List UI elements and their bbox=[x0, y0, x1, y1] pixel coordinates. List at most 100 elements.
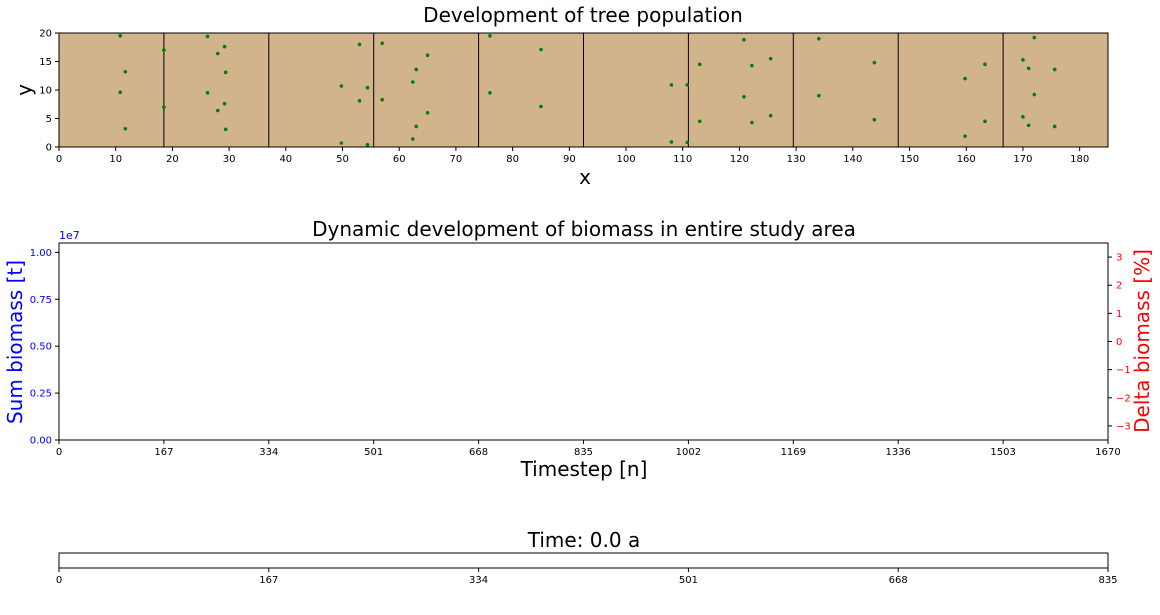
tree-point bbox=[963, 76, 967, 81]
x-tick-label: 0 bbox=[56, 575, 62, 586]
tree-point bbox=[669, 83, 674, 87]
tree-point bbox=[488, 91, 492, 95]
tree-point bbox=[411, 80, 415, 84]
tree-point bbox=[215, 108, 220, 113]
tree-point bbox=[983, 62, 987, 67]
patch-boundaries bbox=[163, 33, 1004, 147]
right-y-tick-label: −3 bbox=[1116, 421, 1131, 432]
plot-frame bbox=[58, 552, 1109, 569]
tree-point bbox=[357, 99, 362, 103]
x-tick-label: 1002 bbox=[676, 447, 701, 458]
y-axis-ticks: 0 5 10 15 20 bbox=[39, 29, 59, 154]
right-y-axis-label: Delta biomass [%] bbox=[1130, 249, 1154, 433]
tree-point bbox=[162, 48, 166, 52]
tree-points bbox=[118, 34, 1057, 147]
tree-point bbox=[750, 120, 754, 125]
right-y-tick-label: 2 bbox=[1116, 281, 1122, 292]
tree-point bbox=[162, 105, 166, 109]
x-tick-label: 60 bbox=[393, 154, 406, 165]
tree-point bbox=[425, 111, 430, 115]
x-tick-label: 120 bbox=[730, 154, 749, 165]
y-tick-label: 0 bbox=[46, 143, 52, 154]
right-y-tick-label: 3 bbox=[1116, 253, 1122, 264]
y-tick-label: 0.00 bbox=[30, 436, 52, 447]
x-tick-label: 10 bbox=[109, 154, 122, 165]
x-tick-label: 80 bbox=[506, 154, 519, 165]
y-axis-label: y bbox=[12, 84, 36, 96]
tree-point bbox=[1026, 123, 1031, 128]
tree-point bbox=[742, 38, 746, 42]
scale-multiplier: 1e7 bbox=[59, 229, 80, 242]
tree-point bbox=[123, 69, 128, 74]
biomass-chart: Dynamic development of biomass in entire… bbox=[3, 217, 1154, 481]
time-progress-chart: Time: 0.0 a 0 167 334 501 668 835 bbox=[56, 528, 1118, 586]
y-tick-label: 0.75 bbox=[30, 295, 52, 306]
x-tick-label: 170 bbox=[1013, 154, 1032, 165]
x-axis-label: Timestep [n] bbox=[520, 457, 648, 481]
x-tick-label: 160 bbox=[957, 154, 976, 165]
x-tick-label: 30 bbox=[223, 154, 236, 165]
plot-frame bbox=[58, 242, 1109, 441]
tree-point bbox=[339, 141, 344, 145]
x-tick-label: 167 bbox=[259, 575, 278, 586]
tree-point bbox=[1026, 66, 1031, 71]
tree-point bbox=[1032, 35, 1037, 40]
x-tick-label: 0 bbox=[56, 447, 62, 458]
tree-point bbox=[983, 119, 987, 124]
tree-point bbox=[223, 70, 228, 75]
tree-point bbox=[872, 117, 877, 122]
y-tick-label: 0.25 bbox=[30, 389, 52, 400]
tree-point bbox=[1021, 114, 1025, 119]
tree-point bbox=[123, 126, 128, 131]
tree-point bbox=[205, 91, 210, 95]
tree-point bbox=[118, 90, 123, 95]
tree-point bbox=[223, 127, 228, 132]
x-tick-label: 835 bbox=[1098, 575, 1117, 586]
x-tick-label: 70 bbox=[450, 154, 463, 165]
y-tick-label: 15 bbox=[39, 57, 52, 68]
x-tick-label: 140 bbox=[843, 154, 862, 165]
x-tick-label: 167 bbox=[154, 447, 173, 458]
x-tick-label: 1670 bbox=[1095, 447, 1120, 458]
left-y-axis-label: Sum biomass [t] bbox=[3, 260, 27, 424]
y-tick-label: 10 bbox=[39, 86, 52, 97]
x-tick-label: 90 bbox=[563, 154, 576, 165]
tree-point bbox=[414, 67, 419, 72]
chart-title: Dynamic development of biomass in entire… bbox=[312, 217, 856, 241]
tree-point bbox=[817, 93, 821, 98]
tree-point bbox=[357, 42, 362, 47]
x-tick-label: 1169 bbox=[781, 447, 806, 458]
x-tick-label: 1336 bbox=[885, 447, 910, 458]
tree-point bbox=[750, 63, 754, 68]
x-tick-label: 0 bbox=[56, 154, 62, 165]
x-tick-label: 150 bbox=[900, 154, 919, 165]
tree-point bbox=[685, 83, 690, 87]
y-tick-label: 5 bbox=[46, 114, 52, 125]
tree-point bbox=[539, 47, 543, 52]
x-tick-label: 334 bbox=[469, 575, 488, 586]
x-tick-label: 100 bbox=[616, 154, 635, 165]
x-tick-label: 180 bbox=[1070, 154, 1089, 165]
tree-point bbox=[697, 62, 702, 67]
right-y-tick-label: 1 bbox=[1116, 309, 1122, 320]
x-tick-label: 334 bbox=[259, 447, 278, 458]
x-axis-ticks: 0 167 334 501 668 835 1002 1169 1336 1503 1670 bbox=[56, 440, 1121, 458]
tree-point bbox=[697, 119, 702, 124]
tree-point bbox=[872, 60, 877, 65]
y-tick-label: 20 bbox=[39, 29, 52, 40]
x-tick-label: 130 bbox=[787, 154, 806, 165]
tree-point bbox=[539, 104, 543, 109]
x-axis-label: x bbox=[579, 165, 591, 189]
tree-point bbox=[1052, 67, 1057, 72]
tree-point bbox=[339, 84, 344, 88]
x-tick-label: 110 bbox=[673, 154, 692, 165]
right-y-tick-label: 0 bbox=[1116, 337, 1122, 348]
y-tick-label: 1.00 bbox=[30, 248, 52, 259]
left-y-axis-ticks: 0.00 0.25 0.50 0.75 1.00 bbox=[30, 248, 59, 447]
tree-point bbox=[380, 97, 385, 102]
tree-point bbox=[118, 34, 123, 38]
tree-point bbox=[768, 113, 773, 118]
x-tick-label: 50 bbox=[336, 154, 349, 165]
tree-point bbox=[817, 36, 821, 41]
